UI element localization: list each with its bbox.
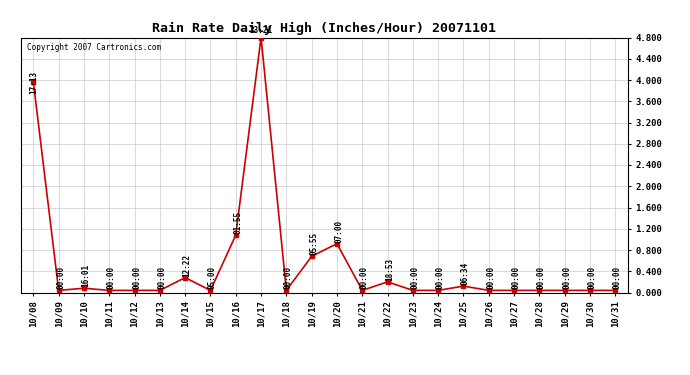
Text: 23:21: 23:21 [250,26,273,35]
Text: 00:00: 00:00 [157,266,166,290]
Text: 16:01: 16:01 [81,264,90,287]
Text: 00:00: 00:00 [359,266,368,290]
Text: 00:00: 00:00 [284,266,293,290]
Title: Rain Rate Daily High (Inches/Hour) 20071101: Rain Rate Daily High (Inches/Hour) 20071… [152,22,496,35]
Text: 06:34: 06:34 [461,262,470,285]
Text: 00:00: 00:00 [486,266,495,290]
Text: 12:22: 12:22 [183,254,192,277]
Text: Copyright 2007 Cartronics.com: Copyright 2007 Cartronics.com [27,43,161,52]
Text: 07:00: 07:00 [335,219,344,243]
Text: 00:00: 00:00 [107,266,116,290]
Text: 00:00: 00:00 [613,266,622,290]
Text: 00:00: 00:00 [511,266,520,290]
Text: 18:53: 18:53 [385,258,394,281]
Text: 00:00: 00:00 [56,266,65,290]
Text: 17:13: 17:13 [30,70,39,94]
Text: 00:00: 00:00 [537,266,546,290]
Text: 00:00: 00:00 [435,266,444,290]
Text: 00:00: 00:00 [562,266,571,290]
Text: 00:00: 00:00 [132,266,141,290]
Text: 01:55: 01:55 [233,211,242,234]
Text: 05:00: 05:00 [208,266,217,290]
Text: 00:00: 00:00 [587,266,596,290]
Text: 00:00: 00:00 [411,266,420,290]
Text: 05:55: 05:55 [309,232,318,255]
